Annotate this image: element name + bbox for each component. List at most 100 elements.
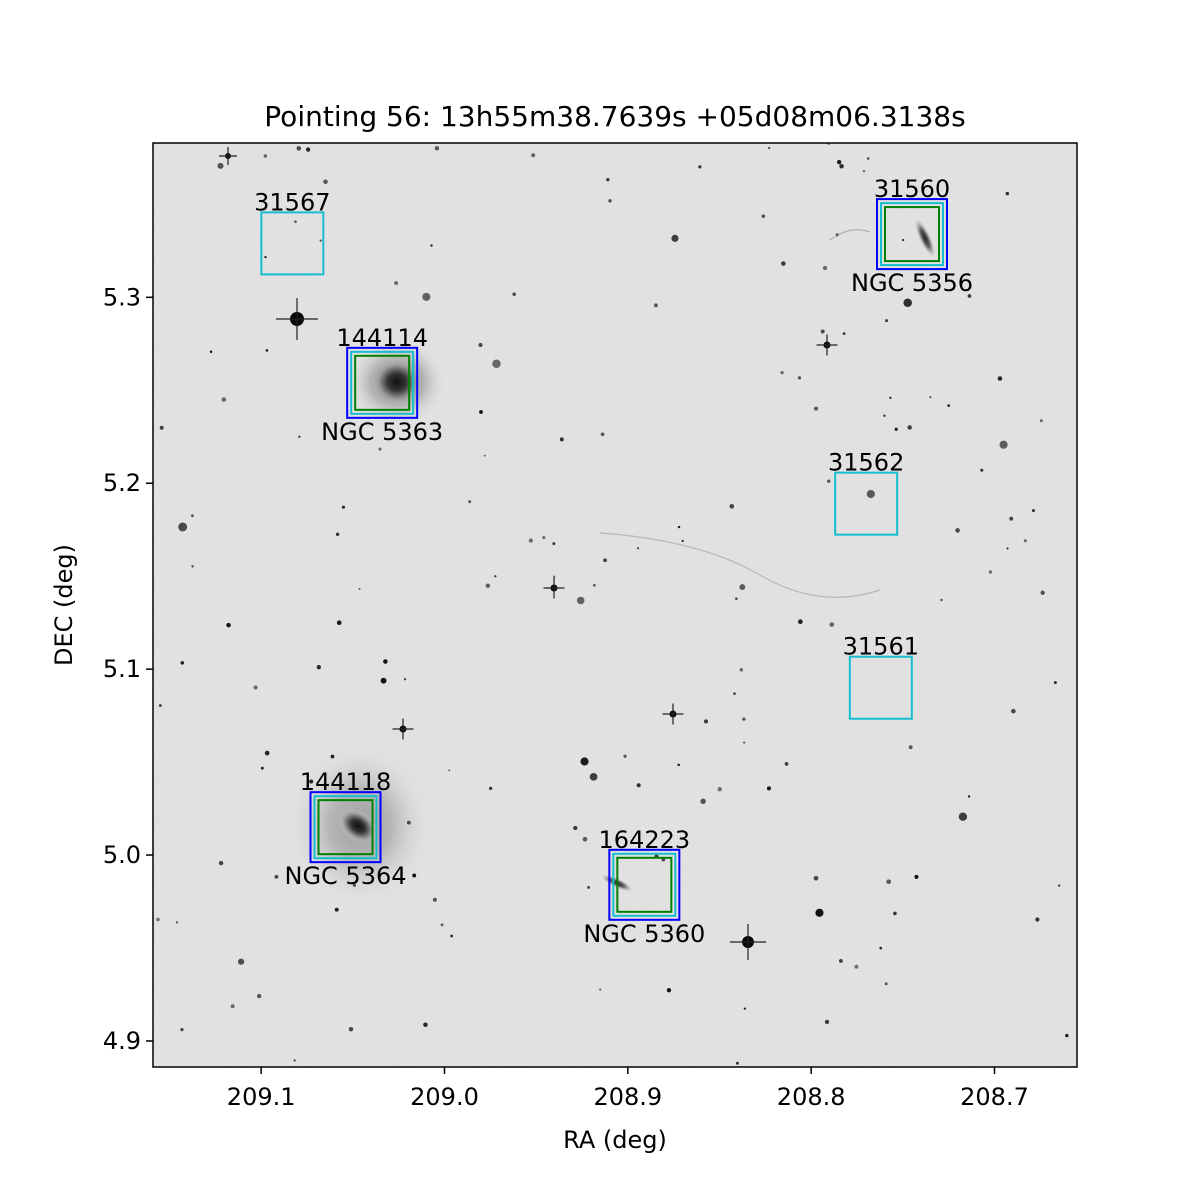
field-star	[729, 503, 735, 509]
y-tick-label: 5.2	[103, 469, 141, 497]
field-star	[589, 772, 598, 781]
field-star	[1035, 917, 1040, 922]
field-star	[440, 923, 444, 927]
field-star	[305, 147, 311, 152]
field-star	[813, 875, 819, 881]
field-star	[1005, 191, 1010, 196]
field-star	[836, 159, 842, 165]
field-star	[967, 294, 972, 298]
y-tick-label: 5.3	[103, 283, 141, 311]
field-star	[733, 692, 736, 696]
field-star	[191, 514, 194, 518]
field-star	[341, 505, 346, 509]
field-star	[854, 964, 859, 969]
field-star	[494, 575, 497, 578]
field-star	[394, 281, 399, 285]
cyan-box	[313, 795, 378, 860]
galaxy-ngc5356	[914, 217, 936, 259]
field-star	[815, 908, 824, 917]
field-star	[1053, 681, 1057, 684]
field-star	[423, 1022, 428, 1027]
field-star	[528, 538, 534, 543]
field-star	[434, 146, 440, 151]
source-id-label: 164223	[599, 826, 691, 854]
field-star	[700, 798, 706, 805]
field-star	[879, 946, 883, 950]
field-star	[885, 319, 889, 323]
field-star	[820, 329, 825, 334]
y-axis-label: DEC (deg)	[50, 544, 78, 666]
field-star	[552, 542, 556, 546]
field-star	[158, 703, 162, 707]
chart-title: Pointing 56: 13h55m38.7639s +05d08m06.31…	[264, 100, 965, 133]
green-box	[884, 206, 940, 263]
field-star	[901, 238, 905, 242]
field-star	[488, 786, 493, 791]
source-31562: 31562	[828, 449, 904, 536]
field-star	[1031, 509, 1036, 513]
field-star	[780, 370, 784, 375]
field-star	[743, 1007, 747, 1010]
field-star	[761, 214, 766, 218]
field-star	[334, 907, 339, 912]
field-star	[739, 584, 746, 590]
field-star	[552, 575, 556, 578]
field-star	[178, 522, 188, 532]
field-star	[298, 435, 301, 438]
field-star	[797, 376, 802, 380]
field-star	[883, 414, 886, 417]
green-box	[317, 799, 374, 856]
field-star	[264, 750, 270, 756]
green-box	[616, 856, 673, 913]
field-star	[666, 988, 672, 993]
field-star	[576, 596, 585, 605]
field-star	[862, 170, 866, 173]
field-star	[940, 598, 943, 602]
field-star	[468, 500, 472, 504]
field-star	[175, 921, 178, 924]
x-tick-label: 208.7	[960, 1083, 1029, 1111]
faint-streak	[829, 229, 871, 241]
source-id-label: 144118	[300, 768, 392, 796]
field-star	[600, 432, 605, 437]
field-star	[573, 825, 578, 831]
field-star	[717, 787, 722, 792]
field-star	[253, 685, 258, 690]
field-star	[735, 1061, 739, 1065]
source-144114: 144114 NGC 5363	[321, 324, 443, 446]
field-star	[1058, 884, 1061, 887]
field-star	[478, 343, 483, 348]
field-star	[217, 162, 224, 169]
source-164223: 164223 NGC 5360	[583, 826, 705, 948]
field-star	[450, 934, 454, 938]
y-tick-label: 4.9	[103, 1027, 141, 1055]
field-star	[958, 812, 968, 821]
field-star	[335, 532, 340, 536]
y-tick-label: 5.1	[103, 655, 141, 683]
x-axis: 209.1 209.0 208.9 208.8 208.7	[227, 1067, 1029, 1111]
field-star	[1040, 590, 1045, 595]
field-star	[403, 678, 407, 681]
field-star	[587, 885, 591, 889]
field-star	[839, 163, 844, 169]
field-star	[293, 1059, 296, 1062]
field-star	[336, 620, 342, 626]
field-star	[592, 583, 596, 587]
plot-frame	[152, 142, 1078, 1068]
field-star	[677, 763, 680, 767]
galaxy-ngc5364	[338, 808, 378, 844]
field-star	[698, 165, 702, 169]
field-star	[1039, 419, 1043, 423]
field-star	[218, 860, 224, 866]
sky-image	[153, 143, 1077, 1067]
blue-box	[876, 198, 948, 271]
field-star	[742, 717, 746, 721]
field-star	[797, 619, 803, 625]
field-star	[766, 786, 771, 791]
field-star	[839, 959, 843, 963]
blue-box	[608, 848, 681, 921]
field-star	[955, 528, 960, 533]
field-star	[947, 404, 950, 407]
field-star	[907, 425, 912, 430]
field-star	[784, 762, 789, 766]
